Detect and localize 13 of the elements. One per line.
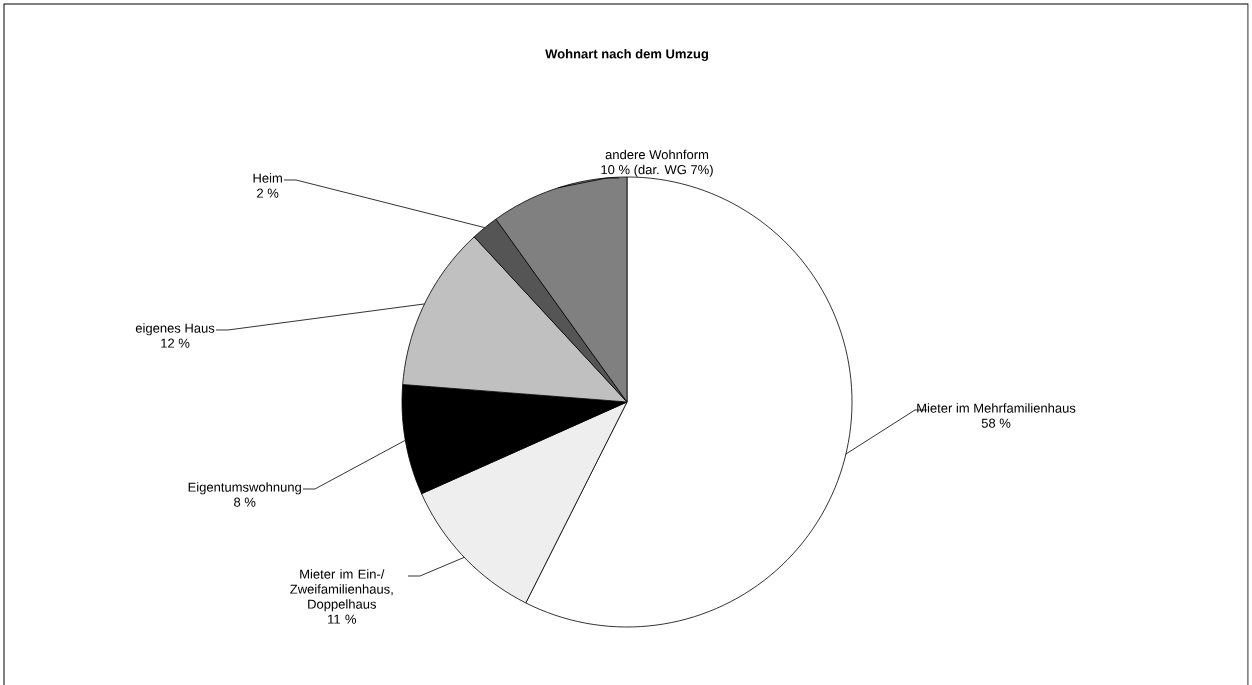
- data-label: 2 %: [257, 188, 279, 198]
- data-label: 8 %: [234, 497, 256, 507]
- slice-label: Mieter im Ein-/ Zweifamilienhaus, Doppelhaus: [290, 569, 393, 612]
- slice-label: eigenes Haus: [135, 323, 215, 336]
- data-label: 58 %: [981, 418, 1011, 428]
- slice-label: andere Wohnform: [605, 149, 709, 160]
- data-label: 11 %: [328, 614, 357, 624]
- data-label: 10 % (dar. WG 7%): [601, 164, 713, 177]
- slice-label: Mieter im Mehrfamilienhaus: [917, 403, 1076, 413]
- slice-label: Heim: [253, 173, 282, 183]
- chart-title: Wohnart nach dem Umzug: [545, 48, 708, 62]
- slice-label: Eigentumswohnung: [188, 482, 301, 495]
- data-label: 12 %: [161, 338, 190, 348]
